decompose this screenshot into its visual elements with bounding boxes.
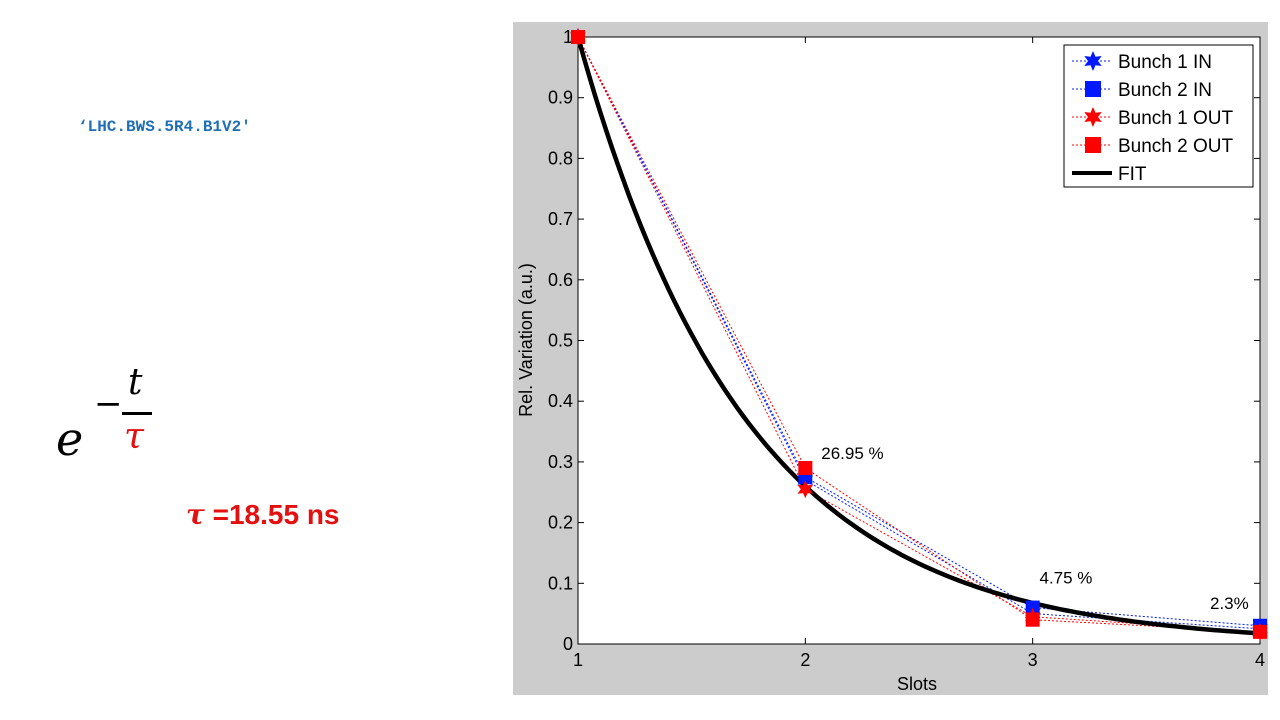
formula-base: e [56, 412, 84, 466]
legend-label-fit: FIT [1118, 164, 1147, 185]
y-tick-label: 0.7 [548, 209, 573, 229]
x-tick-label: 2 [800, 650, 810, 670]
y-tick-label: 0.9 [548, 88, 573, 108]
legend: Bunch 1 IN Bunch 2 IN Bunch 1 OUT Bunch 2 O… [1063, 44, 1254, 188]
y-axis-label: Rel. Variation (a.u.) [516, 263, 536, 417]
data-point-bunch-2-out [798, 460, 813, 475]
tau-symbol: τ [186, 498, 205, 531]
y-tick-label: 0 [563, 634, 573, 654]
data-point-bunch-2-out [1025, 612, 1040, 627]
tau-value-label: τ =18.55 ns [186, 498, 340, 531]
legend-marker-bunch-2-out [1085, 137, 1101, 153]
legend-label-bunch-2-in: Bunch 2 IN [1118, 80, 1212, 101]
device-name-label: ‘LHC.BWS.5R4.B1V2' [78, 118, 251, 136]
annotation-label: 4.75 % [1039, 568, 1092, 587]
x-axis-label: Slots [897, 674, 937, 694]
legend-marker-bunch-1-out [1084, 107, 1102, 127]
annotation-label: 2.3% [1210, 594, 1249, 613]
data-point-bunch-2-out [1253, 624, 1267, 639]
x-tick-label: 1 [573, 650, 583, 670]
y-tick-label: 0.2 [548, 513, 573, 533]
fit-curve [575, 36, 1261, 636]
legend-label-bunch-1-in: Bunch 1 IN [1118, 52, 1212, 73]
data-point-bunch-2-out [571, 30, 585, 44]
annotation-label: 26.95 % [821, 444, 883, 463]
y-tick-label: 0.6 [548, 270, 573, 290]
y-tick-label: 0.8 [548, 148, 573, 168]
y-tick-label: 0.5 [548, 331, 573, 351]
formula-denominator: τ [124, 416, 144, 457]
exponential-formula: e − t τ [56, 362, 196, 472]
y-tick-label: 1 [563, 27, 573, 47]
y-tick-label: 0.4 [548, 391, 573, 411]
data-point-bunch-1-out [797, 480, 814, 499]
legend-marker-bunch-2-in [1085, 81, 1101, 97]
tau-value: =18.55 ns [204, 499, 340, 530]
series-line-bunch-1-in [577, 36, 1261, 630]
legend-label-bunch-1-out: Bunch 1 OUT [1118, 108, 1233, 129]
legend-label-bunch-2-out: Bunch 2 OUT [1118, 136, 1233, 157]
data-point-bunch-2-in [1025, 600, 1040, 615]
y-tick-label: 0.3 [548, 452, 573, 472]
formula-minus: − [94, 384, 123, 424]
x-tick-label: 4 [1255, 650, 1265, 670]
y-tick-label: 0.1 [548, 573, 573, 593]
formula-numerator: t [128, 362, 143, 403]
legend-marker-bunch-1-in [1084, 51, 1102, 71]
formula-fraction-bar [122, 412, 152, 415]
x-tick-label: 3 [1028, 650, 1038, 670]
